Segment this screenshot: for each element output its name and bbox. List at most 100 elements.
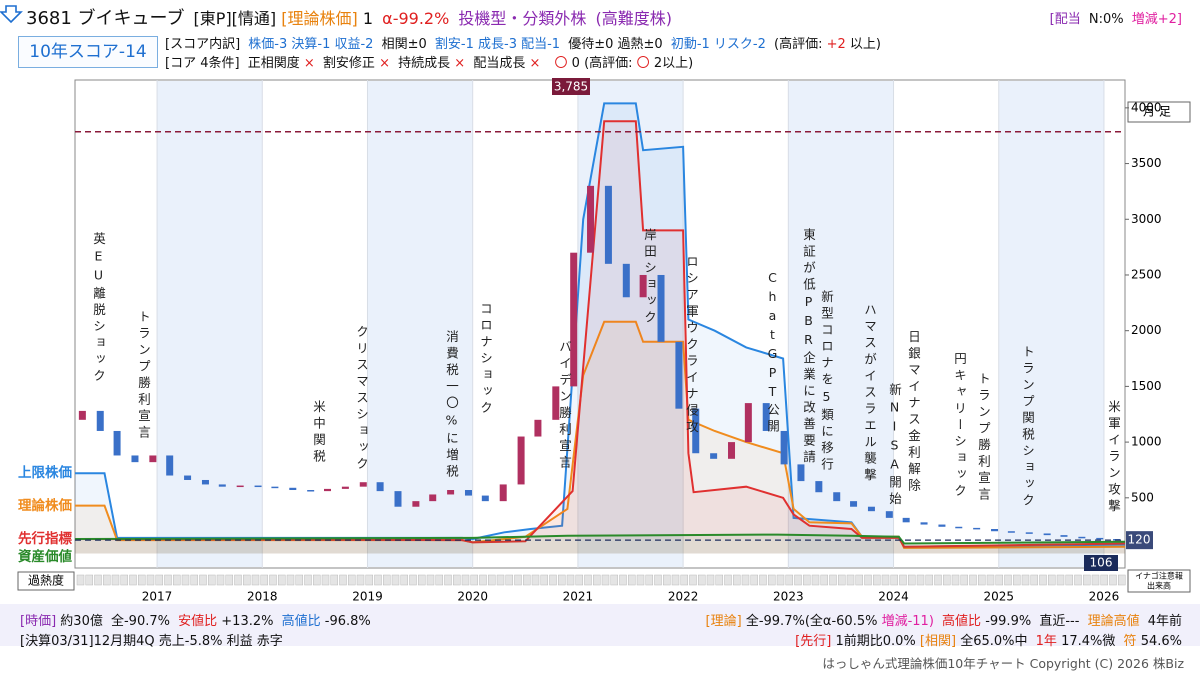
heat-cell [645, 574, 653, 586]
heat-cell [881, 574, 890, 586]
event-annotation: クリスマスショック [354, 325, 369, 474]
heat-cell [523, 574, 531, 586]
candle [218, 484, 226, 487]
footer-text: 1前期比0.0% [835, 634, 916, 649]
heat-cell [1039, 574, 1047, 586]
volume-box-text: 出来高 [1147, 581, 1171, 591]
x-tick-label: 2022 [668, 590, 699, 604]
max-label: 3,785 [554, 80, 588, 94]
score-line: [スコア内訳] 株価-3 決算-1 収益-2 相関±0 割安-1 成長-3 配当… [165, 33, 885, 52]
heat-cell [348, 574, 356, 586]
candle [131, 455, 139, 463]
candle [552, 386, 560, 420]
heat-cell [85, 574, 93, 586]
heat-cell [689, 574, 697, 586]
series-area [75, 321, 1125, 554]
heat-cell [978, 574, 986, 586]
footer-text: -99.9% [985, 614, 1032, 629]
candle [236, 485, 244, 488]
candle [271, 486, 279, 489]
heat-cell [321, 574, 330, 586]
core-text: 〇 [554, 56, 568, 71]
core-text: 割安修正 [322, 56, 375, 71]
footer-line: [先行] 1前期比0.0% [相関] 全65.0%中 1年 17.4%微 符 5… [795, 630, 1186, 649]
heat-cell [575, 574, 583, 586]
heat-cell [584, 574, 592, 586]
footer-text: [理論] [705, 614, 742, 629]
event-annotation: ChatGPT公開 [765, 270, 780, 436]
heat-cell [313, 574, 321, 586]
event-annotation: ハマスがイスラエル襲撃 [862, 303, 877, 485]
x-tick-label: 2021 [563, 590, 594, 604]
heat-cell [103, 574, 111, 586]
candle [201, 479, 209, 485]
footer-text: 理論高値 [1087, 614, 1140, 629]
year-band [367, 81, 473, 567]
year-band [157, 81, 263, 567]
candle [973, 527, 981, 530]
heat-cell [190, 574, 198, 586]
x-tick-label: 2017 [142, 590, 173, 604]
candle [78, 410, 86, 420]
y-tick-label: 4000 [1131, 100, 1162, 114]
header-tag: α-99.2% [382, 9, 450, 28]
candle [639, 274, 647, 298]
last-price-label: 120 [1128, 533, 1151, 547]
footer-text: [相関] [919, 634, 957, 649]
heat-cell [120, 574, 128, 586]
heat-cell [164, 574, 172, 586]
footer-line: [時価] 約30億 全-90.7% 安値比 +13.2% 高値比 -96.8% [20, 610, 375, 629]
heat-cell [619, 574, 627, 586]
heat-cell [155, 574, 163, 586]
year-band [788, 81, 894, 567]
heat-cell [1118, 574, 1126, 586]
candle [96, 410, 104, 431]
year-band [998, 81, 1104, 567]
footer-text: +13.2% [221, 614, 274, 629]
candle [429, 494, 437, 502]
heat-cell [925, 574, 933, 586]
heat-cell [951, 574, 960, 586]
score-badge: 10年スコア-14 [18, 36, 158, 68]
candle [991, 529, 999, 532]
heat-cell [960, 574, 968, 586]
x-tick-label: 2018 [247, 590, 278, 604]
dividend-text: [配当 [1049, 12, 1081, 27]
heat-cell [846, 574, 855, 586]
legend-entry: 上限株価 [18, 465, 72, 481]
heat-cell [995, 574, 1003, 586]
candle [1025, 532, 1033, 534]
candle [780, 430, 788, 465]
heat-cell [435, 574, 443, 586]
candle [1007, 531, 1015, 533]
footer-text: 54.6% [1140, 634, 1182, 649]
heat-cell [278, 574, 286, 586]
heat-cell [444, 574, 452, 586]
heat-label-box [17, 571, 75, 591]
legend-entry: 資産価値 [18, 549, 72, 565]
score-text: 初動-1 リスク-2 [670, 37, 766, 52]
heat-cell [514, 574, 522, 586]
candle [692, 408, 700, 454]
heat-cell [286, 574, 295, 586]
heat-cell [505, 574, 513, 586]
candle [376, 482, 384, 492]
footer-text: 約30億 [60, 614, 103, 629]
footer-text: 符 [1123, 634, 1137, 649]
heat-cell [1056, 574, 1065, 586]
dividend-line: [配当 N:0% 増減+2] [1050, 8, 1186, 27]
legend-entry: 理論株価 [18, 498, 72, 514]
candle [499, 484, 507, 502]
candle [166, 455, 174, 476]
series-area [75, 534, 1125, 554]
candle [149, 455, 157, 463]
candle [885, 511, 893, 518]
event-annotation: 新NISA開始 [887, 383, 902, 509]
max-label-box [552, 78, 590, 95]
candle [341, 486, 349, 489]
header-tag: [東P][情通] [193, 9, 277, 28]
heat-cell [111, 574, 120, 586]
core-text: 2以上) [653, 56, 694, 71]
heat-cell [776, 574, 785, 586]
heat-cell [400, 574, 408, 586]
